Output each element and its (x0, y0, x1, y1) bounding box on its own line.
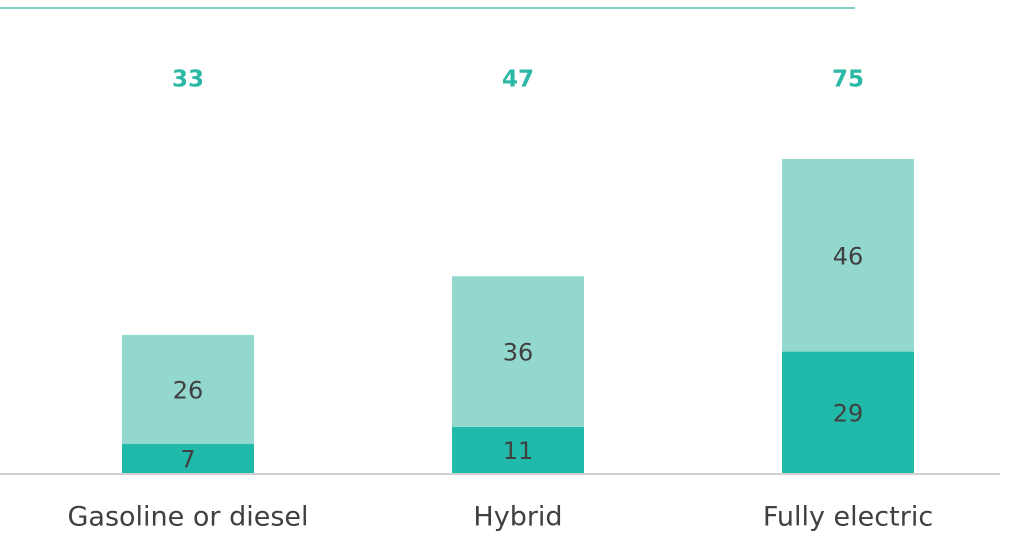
segment-label: 26 (173, 376, 204, 404)
x-tick-label: Hybrid (473, 502, 562, 533)
segment-label: 29 (833, 399, 864, 427)
total-label: 33 (172, 67, 204, 93)
bar-segment (452, 276, 584, 427)
x-tick-label: Gasoline or diesel (68, 502, 309, 533)
bar-segment (782, 351, 914, 473)
bar-segment (122, 443, 254, 473)
x-tick-label: Fully electric (763, 502, 933, 533)
total-label: 75 (832, 67, 864, 93)
segment-label: 11 (503, 437, 534, 465)
total-label: 47 (502, 67, 534, 93)
segment-label: 36 (503, 339, 534, 367)
bar-segment (782, 159, 914, 352)
bar-segment (122, 334, 254, 444)
bar-segment (452, 426, 584, 473)
segment-label: 46 (833, 242, 864, 270)
segment-label: 7 (180, 445, 195, 473)
